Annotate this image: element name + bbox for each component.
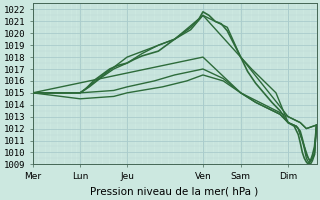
X-axis label: Pression niveau de la mer( hPa ): Pression niveau de la mer( hPa ) [91,187,259,197]
